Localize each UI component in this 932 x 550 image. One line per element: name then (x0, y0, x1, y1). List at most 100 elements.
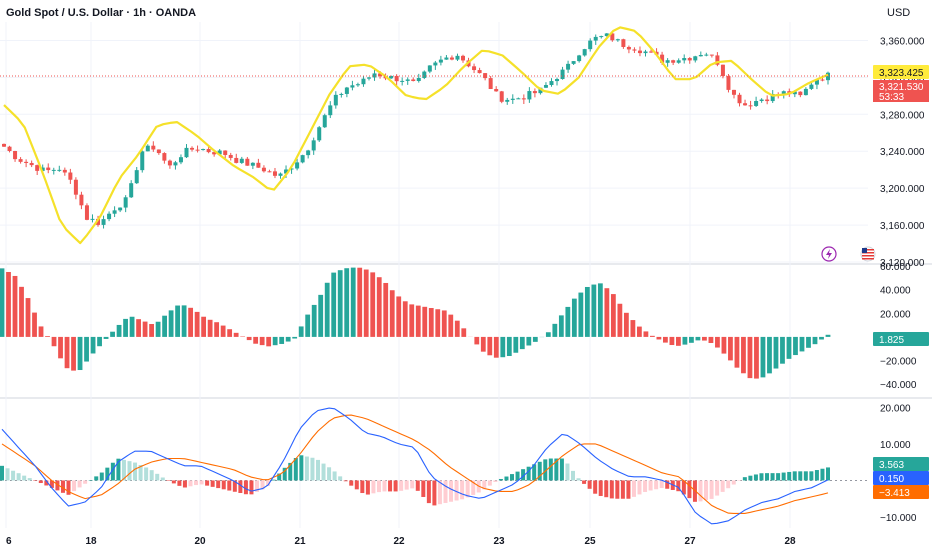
candle-body (427, 65, 432, 72)
candle-body (140, 151, 145, 171)
macd-histogram-bar (615, 480, 620, 499)
candles-group (2, 32, 830, 229)
histogram-bar (246, 336, 252, 341)
histogram-bar (149, 324, 154, 337)
candle-body (13, 150, 18, 160)
histogram-bar (227, 329, 233, 337)
histogram-bar (175, 305, 181, 337)
macd-histogram-bar (382, 480, 387, 492)
candle-body (781, 91, 786, 95)
candle-body (798, 91, 803, 96)
histogram-bar (51, 336, 57, 347)
flag-stripe (862, 252, 874, 254)
histogram-bar (123, 318, 128, 337)
candle-body (748, 105, 753, 107)
macd-histogram-bar (77, 480, 82, 488)
macd-histogram-bar (787, 471, 792, 481)
histogram-bar (819, 336, 824, 340)
candle-body (615, 39, 620, 41)
macd-histogram-bar (715, 480, 720, 496)
candle-body (223, 150, 228, 155)
macd-histogram-bar (737, 480, 742, 481)
histogram-bar (728, 336, 733, 361)
candle-body (571, 61, 576, 64)
histogram-bar (181, 305, 187, 337)
histogram-bar (643, 331, 649, 337)
macd-histogram-bar (726, 480, 731, 489)
macd-histogram-bar (609, 480, 614, 499)
macd-histogram-bar (99, 472, 104, 481)
candle-body (637, 50, 642, 54)
macd-histogram-bar (565, 463, 570, 481)
candle-body (261, 167, 266, 172)
us-flag-icon[interactable] (860, 246, 876, 262)
candle-body (107, 213, 112, 220)
candle-body (400, 80, 405, 82)
macd-histogram-bar (582, 480, 587, 484)
macd-histogram-bar (266, 480, 271, 486)
macd-histogram-bar (471, 480, 476, 495)
candle-body (84, 205, 89, 220)
candle-body (765, 99, 770, 102)
candle-body (449, 57, 454, 60)
candle-body (604, 33, 609, 37)
macd-histogram-bar (765, 473, 770, 481)
histogram-bar (825, 334, 831, 337)
histogram-bar (741, 336, 746, 374)
macd-histogram-bar (121, 459, 126, 481)
macd-histogram-bar (526, 466, 531, 481)
candle-body (621, 39, 626, 47)
candle-body (118, 207, 123, 211)
histogram-bar (285, 336, 291, 342)
macd-line (1, 407, 829, 525)
candle-body (599, 36, 604, 38)
histogram-bar (396, 296, 402, 337)
histogram-bar (669, 336, 675, 346)
candle-body (167, 160, 172, 166)
histogram-bar (19, 286, 24, 337)
histogram-bar (311, 304, 317, 337)
candle-body (709, 54, 714, 56)
candle-body (704, 54, 709, 56)
candle-body (820, 79, 825, 81)
macd-histogram-bar (548, 458, 553, 481)
candle-body (743, 103, 748, 106)
histogram-bar (532, 336, 538, 342)
macd-histogram-bar (22, 475, 27, 481)
macd-line-badge-text: 0.150 (879, 474, 904, 485)
histogram-bar (604, 288, 610, 337)
macd-histogram-bar (543, 459, 548, 481)
macd-histogram-bar (731, 480, 736, 485)
macd-histogram-bar (38, 480, 43, 484)
macd-histogram-bar (216, 480, 221, 489)
candle-body (444, 57, 449, 60)
macd-histogram-bar (504, 476, 509, 481)
macd-histogram-bar (487, 480, 492, 486)
candle-body (759, 99, 764, 102)
candle-body (284, 169, 289, 174)
histogram-bar (636, 326, 642, 337)
candle-body (814, 79, 819, 85)
candle-body (582, 49, 587, 56)
macd-histogram-bar (182, 480, 187, 488)
macd-histogram-bar (371, 480, 376, 494)
macd-histogram-bar (354, 480, 359, 490)
macd-histogram-bar (332, 471, 337, 481)
histogram-bar (519, 336, 525, 350)
macd-histogram-bar (748, 475, 753, 481)
candle-body (389, 75, 394, 79)
macd-histogram-bar (304, 456, 309, 481)
currency-label: USD (887, 7, 911, 19)
histogram-bar (487, 336, 493, 356)
histogram-bar (71, 336, 76, 371)
lightning-icon[interactable] (821, 246, 837, 262)
candle-body (549, 81, 554, 86)
macd-histogram-bar (327, 467, 332, 481)
macd-histogram-bar (759, 473, 764, 481)
x-tick-label: 22 (393, 536, 405, 547)
histogram-bar (389, 290, 395, 337)
histogram-bar (84, 336, 89, 362)
histogram-bar (272, 336, 278, 346)
y-tick-label: 10.000 (880, 440, 911, 451)
